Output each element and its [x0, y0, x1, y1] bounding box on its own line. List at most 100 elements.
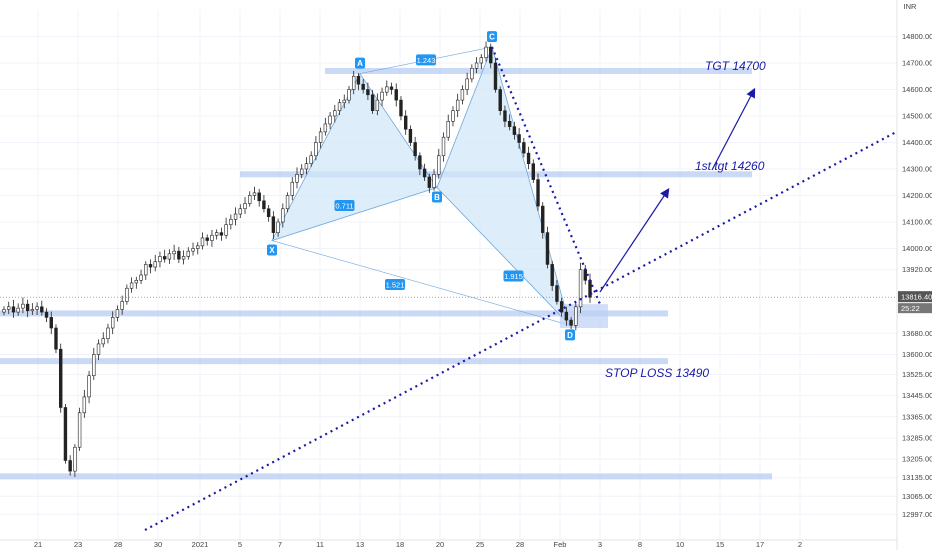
y-tick-label: 13205.00 [902, 455, 932, 464]
candle-body [271, 216, 276, 233]
candle-body [545, 232, 550, 265]
candle-body [559, 301, 564, 313]
candle-body [148, 264, 153, 268]
candle-body [427, 176, 432, 188]
candle-body [167, 253, 172, 260]
harmonic-pattern: X A B C D 1.243 0.711 1.915 1.521 [267, 31, 608, 341]
ratio-badge [416, 54, 436, 66]
zone-band [0, 473, 772, 480]
candle-body [30, 309, 35, 312]
candle-body [181, 256, 186, 260]
x-tick-label: 13 [356, 540, 364, 549]
candle-body [531, 163, 535, 180]
arrow-to-target [711, 87, 756, 171]
candle-body [300, 168, 304, 175]
y-tick-label: 12997.00 [902, 510, 932, 519]
x-tick-label: 8 [638, 540, 642, 549]
x-tick-label: 5 [238, 540, 242, 549]
x-tick-label: 10 [676, 540, 684, 549]
candle-body [328, 115, 332, 125]
x-tick-label: 30 [154, 540, 162, 549]
y-tick-label: 13680.00 [902, 329, 932, 338]
candle-body [385, 86, 389, 93]
pattern-xd-line [271, 240, 571, 326]
candle-body [196, 245, 200, 249]
candle-body [77, 412, 82, 448]
pattern-triangle-xab [271, 72, 438, 242]
x-tick-label: 11 [316, 540, 324, 549]
candle-body [403, 115, 408, 130]
candle-body [441, 136, 446, 157]
candle-body [248, 195, 252, 204]
candle-body [177, 250, 181, 260]
candle-body [460, 89, 465, 101]
candle-body [96, 343, 101, 355]
price-tag-label: 13816.40 [901, 293, 932, 302]
candle-body [408, 128, 413, 143]
zone-label: 1st tgt 14260 [695, 159, 765, 173]
candle-body [484, 46, 488, 58]
candle-body [337, 102, 342, 111]
y-tick-label: 13445.00 [902, 391, 932, 400]
candle-body [35, 306, 39, 310]
candle-body [418, 155, 422, 170]
candle-body [512, 126, 517, 135]
candle-body [224, 224, 228, 236]
y-tick-label: 14600.00 [902, 85, 932, 94]
zone-label: STOP LOSS 13490 [605, 366, 709, 380]
price-tag-bg [898, 291, 932, 303]
candle-body [578, 269, 583, 308]
y-tick-label: 13285.00 [902, 433, 932, 442]
y-tick-label: 14500.00 [902, 112, 932, 121]
candle-body [356, 75, 361, 85]
candle-body [172, 250, 176, 255]
y-tick-label: 14100.00 [902, 218, 932, 227]
pattern-point-label: D [567, 331, 573, 340]
candle-body [361, 83, 365, 90]
candle-body [129, 282, 134, 289]
candle-body [366, 89, 370, 96]
x-tick-label: 28 [114, 540, 122, 549]
candle-body [550, 264, 554, 286]
candle-body [318, 131, 323, 143]
y-tick-label: 13600.00 [902, 350, 932, 359]
y-tick-label: 13525.00 [902, 370, 932, 379]
ratio-label: 1.915 [504, 272, 523, 281]
candle-body [7, 306, 11, 310]
candle-body [200, 237, 205, 247]
candle-body [120, 301, 124, 310]
candle-body [92, 354, 96, 377]
countdown-label: 25:22 [901, 304, 920, 313]
candle-body [262, 200, 266, 210]
candle-body [465, 78, 469, 90]
y-tick-label: 13920.00 [902, 265, 932, 274]
candle-body [134, 279, 139, 284]
x-tick-label: 7 [278, 540, 282, 549]
candle-body [233, 213, 238, 220]
pattern-point-label: B [434, 193, 440, 202]
candle-body [370, 94, 375, 112]
y-tick-label: 14200.00 [902, 191, 932, 200]
y-tick-label: 14300.00 [902, 165, 932, 174]
candle-body [314, 142, 318, 157]
candle-body [564, 311, 569, 321]
candle-body [347, 89, 351, 101]
candle-body [252, 192, 257, 196]
trend-line-support [144, 129, 901, 531]
candle-body [574, 306, 578, 326]
candle-body [153, 261, 157, 268]
annotations: TGT 14700 1st tgt 14260 STOP LOSS 13490 [605, 59, 766, 380]
candle-body [54, 327, 58, 350]
candle-body [451, 110, 455, 122]
pattern-point-label: X [269, 246, 275, 255]
candle-body [266, 208, 271, 217]
candle-body [304, 163, 309, 170]
x-tick-label: 3 [598, 540, 602, 549]
pattern-point-marker [432, 191, 442, 203]
ratio-badge [385, 278, 405, 290]
candle-body [389, 86, 394, 90]
x-tick-label: 20 [436, 540, 444, 549]
candle-body [285, 195, 290, 210]
